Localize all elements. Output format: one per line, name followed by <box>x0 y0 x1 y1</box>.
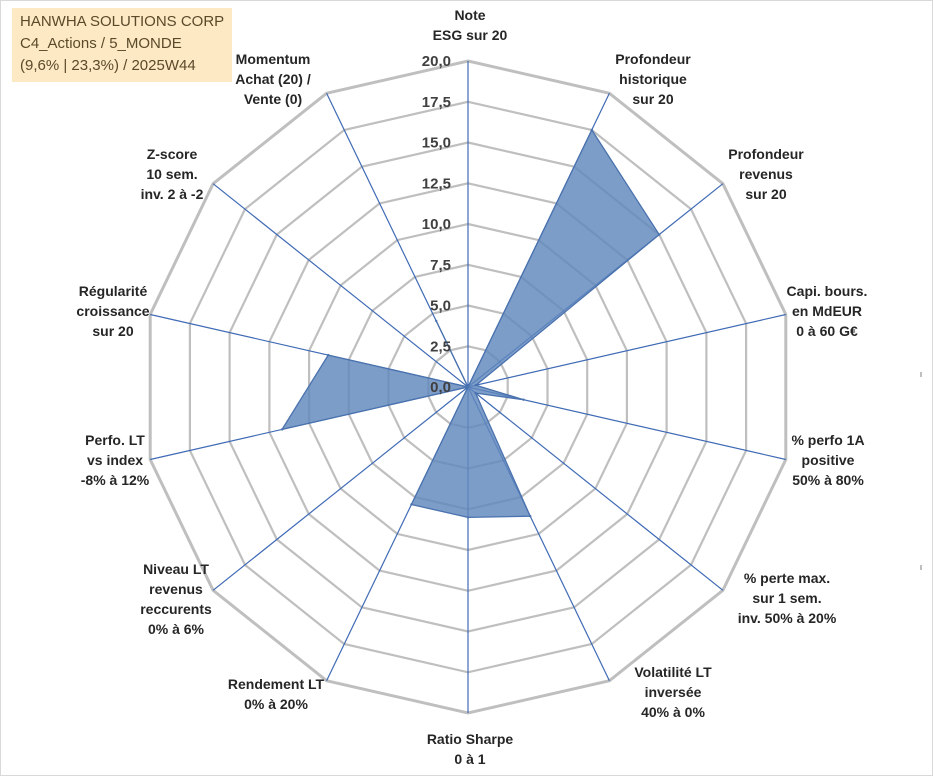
chart-subtitle-period: (9,6% | 23,3%) / 2025W44 <box>20 57 196 74</box>
axis-label: Profondeur revenus sur 20 <box>728 146 804 202</box>
axis-label: Régularité croissance sur 20 <box>76 283 149 339</box>
axis-label: Volatilité LT inversée 40% à 0% <box>634 664 712 720</box>
tick-label: 0,0 <box>430 379 451 396</box>
axis-label: Capi. bours. en MdEUR 0 à 60 G€ <box>787 283 868 339</box>
axis-label: % perte max. sur 1 sem. inv. 50% à 20% <box>738 570 837 626</box>
chart-subtitle-category: C4_Actions / 5_MONDE <box>20 35 182 52</box>
axis-spoke <box>212 183 469 388</box>
data-point <box>280 428 284 431</box>
axis-label: Rendement LT 0% à 20% <box>228 676 325 712</box>
series-area <box>281 129 660 519</box>
scroll-edge-mark <box>920 372 922 377</box>
axis-spoke <box>467 386 724 591</box>
axis-label: Niveau LT revenus reccurents 0% à 6% <box>140 561 212 637</box>
tick-label: 20,0 <box>422 53 451 70</box>
tick-label: 2,5 <box>430 338 451 355</box>
axis-label: Perfo. LT vs index -8% à 12% <box>81 432 150 488</box>
chart-title: HANWHA SOLUTIONS CORP <box>20 13 225 30</box>
axis-label: Profondeur historique sur 20 <box>615 51 691 107</box>
tick-label: 7,5 <box>430 257 451 274</box>
data-point <box>327 353 330 357</box>
axis-label: % perfo 1A positive 50% à 80% <box>791 432 864 488</box>
axis-label: Momentum Achat (20) / Vente (0) <box>235 51 311 107</box>
data-point <box>590 128 593 132</box>
tick-label: 15,0 <box>422 135 451 152</box>
tick-label: 5,0 <box>430 298 451 315</box>
data-point <box>466 385 470 389</box>
data-point <box>529 515 532 518</box>
axis-label: Z-score 10 sem. inv. 2 à -2 <box>141 146 204 202</box>
axis-label: Ratio Sharpe 0 à 1 <box>427 731 514 767</box>
axis-spoke <box>212 386 469 591</box>
data-point <box>474 391 477 395</box>
chart-title-box: HANWHA SOLUTIONS CORP C4_Actions / 5_MON… <box>12 8 233 82</box>
data-point <box>410 503 413 506</box>
tick-label: 10,0 <box>422 216 451 233</box>
data-point <box>435 319 438 323</box>
tick-label: 17,5 <box>422 94 451 111</box>
axis-label: Note ESG sur 20 <box>433 7 508 43</box>
data-point <box>522 398 525 401</box>
data-point <box>466 516 470 519</box>
data-point <box>474 384 478 387</box>
scroll-edge-mark <box>920 565 922 570</box>
data-point <box>658 233 661 236</box>
tick-label: 12,5 <box>422 175 451 192</box>
axis-spoke <box>467 313 786 388</box>
